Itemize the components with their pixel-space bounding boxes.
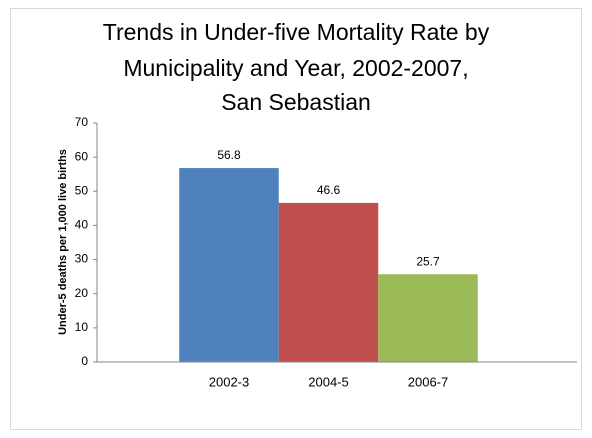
data-label: 56.8 [217, 148, 241, 162]
data-label: 25.7 [416, 254, 440, 268]
x-tick-label: 2004-5 [308, 374, 348, 389]
bar [378, 274, 478, 362]
data-label: 46.6 [317, 183, 341, 197]
y-tick-label: 60 [75, 149, 89, 163]
y-tick-label: 20 [75, 286, 89, 300]
y-tick-label: 70 [75, 115, 89, 129]
chart-title: San Sebastian [221, 89, 371, 115]
chart-title: Municipality and Year, 2002-2007, [123, 55, 468, 81]
bar [179, 168, 279, 362]
y-axis-label: Under-5 deaths per 1,000 live births [57, 149, 69, 335]
x-tick-label: 2006-7 [408, 374, 448, 389]
y-tick-label: 40 [75, 218, 89, 232]
x-tick-label: 2002-3 [209, 374, 249, 389]
bar [278, 202, 379, 362]
y-tick-label: 0 [81, 354, 88, 368]
chart-title: Trends in Under-five Mortality Rate by [103, 19, 490, 45]
y-tick-label: 30 [75, 252, 89, 266]
y-tick-label: 10 [75, 320, 89, 334]
y-tick-label: 50 [75, 183, 89, 197]
